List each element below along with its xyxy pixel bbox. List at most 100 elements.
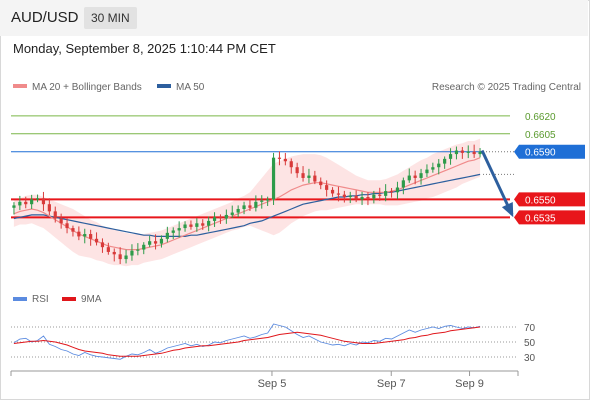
candle	[153, 234, 158, 250]
candle	[283, 152, 287, 166]
x-tick-label: Sep 5	[258, 378, 287, 390]
x-tick-label: Sep 7	[377, 378, 406, 390]
candle	[319, 177, 323, 190]
candle	[448, 148, 453, 165]
candle	[378, 187, 382, 201]
ma9-legend-label: 9MA	[81, 294, 102, 305]
forecast-arrow-shaft	[480, 149, 514, 216]
candle	[124, 249, 128, 264]
candle	[106, 242, 110, 255]
candle	[419, 168, 423, 185]
candle	[189, 220, 193, 230]
support-label-s2: 0.6535	[514, 210, 585, 225]
candle	[118, 247, 122, 265]
candle	[47, 198, 51, 216]
candle	[142, 242, 146, 255]
candle	[201, 219, 205, 230]
candle	[389, 188, 394, 198]
candle	[425, 164, 429, 178]
forecast-arrow-head	[501, 202, 514, 218]
rsi-grid: 70 50 30	[11, 323, 536, 364]
pair-title: AUD/USD	[11, 9, 79, 26]
rsi-tick-70: 70	[524, 323, 536, 334]
candle	[431, 162, 435, 173]
candle	[266, 196, 270, 206]
candle	[401, 177, 405, 195]
candle	[18, 195, 22, 211]
candle	[354, 190, 358, 203]
candle	[254, 195, 258, 212]
candle	[136, 243, 140, 256]
candle	[65, 218, 69, 234]
candle	[454, 146, 459, 160]
candle	[207, 216, 211, 232]
candle	[460, 146, 464, 159]
candle	[83, 228, 87, 244]
candle	[94, 232, 99, 246]
ma20-line	[13, 157, 481, 251]
price-labels: 0.6620 0.6605 0.6590 0.6550 0.6535	[514, 112, 585, 225]
candle	[384, 184, 388, 202]
candle	[301, 166, 305, 182]
candle	[224, 209, 228, 224]
candle	[407, 168, 411, 183]
ma20-path	[13, 157, 481, 251]
candle	[165, 226, 169, 243]
header-bar: AUD/USD 30 MIN	[0, 0, 588, 36]
current-price-label: 0.6590	[514, 144, 585, 159]
rsi-lines	[13, 323, 481, 360]
forecast-arrow	[480, 149, 514, 218]
timeframe-button[interactable]: 30 MIN	[84, 7, 137, 29]
credit-text: Research © 2025 Trading Central	[432, 82, 581, 93]
candle	[30, 194, 34, 209]
svg-text:0.6590: 0.6590	[525, 148, 556, 159]
candle	[195, 218, 199, 232]
candle	[24, 196, 28, 209]
svg-text:0.6550: 0.6550	[525, 195, 556, 206]
candle	[342, 190, 346, 203]
x-axis: Sep 5 Sep 7 Sep 9	[10, 371, 519, 390]
rsi-ma-path	[13, 326, 481, 357]
support-label-s1: 0.6550	[514, 192, 585, 207]
ma50-legend-label: MA 50	[176, 82, 205, 93]
candle	[443, 156, 447, 169]
candle	[171, 227, 175, 240]
candle	[35, 194, 40, 203]
timestamp: Monday, September 8, 2025 1:10:44 PM CET	[13, 41, 276, 56]
candle	[466, 145, 470, 159]
candle	[89, 229, 93, 246]
ma50-path	[13, 173, 481, 237]
candle	[478, 148, 482, 158]
ma50-line	[13, 173, 481, 237]
candle	[336, 186, 341, 202]
candle	[348, 191, 352, 204]
candle	[100, 238, 105, 253]
ma20-legend-label: MA 20 + Bollinger Bands	[32, 82, 142, 93]
candle	[183, 221, 187, 232]
candle	[437, 159, 441, 175]
candle	[325, 180, 329, 197]
candle	[148, 235, 152, 248]
candle	[130, 244, 134, 261]
candle	[277, 151, 282, 166]
candle	[12, 202, 16, 215]
ma50-legend-swatch	[157, 84, 171, 88]
rsi-legend-label: RSI	[32, 294, 49, 305]
rsi-tick-50: 50	[524, 338, 536, 349]
ma9-legend-swatch	[62, 297, 76, 301]
ma20-legend-swatch	[13, 84, 27, 88]
candle	[218, 214, 223, 224]
candle	[248, 199, 252, 212]
rsi-legend-swatch	[13, 297, 27, 301]
candle	[366, 192, 370, 206]
candle	[71, 225, 75, 237]
candle	[230, 205, 234, 218]
x-tick-label: Sep 9	[455, 378, 484, 390]
rsi-tick-30: 30	[524, 353, 536, 364]
price-levels	[11, 115, 514, 219]
candle	[77, 226, 81, 241]
candle	[112, 248, 116, 262]
candle	[236, 205, 240, 218]
candle	[212, 212, 217, 227]
